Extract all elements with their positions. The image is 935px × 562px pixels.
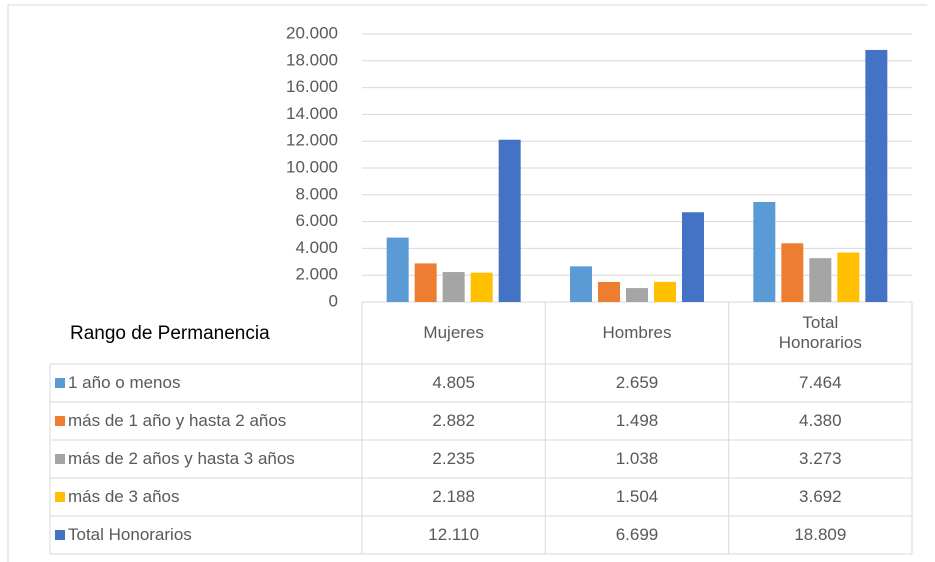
data-label: 2.188 [432,487,475,506]
legend-label: 1 año o menos [68,373,181,392]
data-label: 12.110 [428,525,480,544]
y-tick-label: 8.000 [295,184,338,203]
bar [470,272,493,302]
bar [570,266,592,302]
bar [809,258,832,302]
bar [414,263,437,302]
bar [837,252,860,302]
data-label: 3.273 [799,449,842,468]
bar [865,49,888,303]
data-label: 7.464 [799,373,842,392]
y-tick-label: 14.000 [286,104,338,123]
bar [386,237,409,302]
y-tick-label: 18.000 [286,50,338,69]
legend-key [55,378,65,388]
data-label: 1.504 [615,487,659,506]
y-tick-label: 2.000 [295,265,338,284]
data-label: 4.380 [799,411,842,430]
legend-key [55,492,65,502]
bar [682,212,704,302]
data-label: 6.699 [615,525,659,544]
bar [753,201,776,302]
legend-key [55,530,65,540]
data-label: 2.659 [615,373,659,392]
table-header: Rango de Permanencia [70,322,270,344]
data-label: 1.038 [615,449,659,468]
data-label: 3.692 [799,487,842,506]
x-tick-label: Total Honorarios [778,313,862,352]
x-tick-label: Mujeres [423,323,484,342]
bar [598,281,620,302]
legend-label: más de 3 años [68,487,180,506]
legend-label: más de 2 años y hasta 3 años [68,449,295,468]
bar [498,139,521,302]
bar [781,243,804,302]
y-tick-label: 12.000 [286,131,338,150]
bar [626,288,648,302]
bar [442,272,465,302]
legend-label: Total Honorarios [68,525,192,544]
data-label: 2.235 [432,449,475,468]
y-tick-label: 10.000 [286,157,338,176]
bar [654,281,676,302]
y-tick-label: 6.000 [295,211,338,230]
data-label: 2.882 [432,411,475,430]
x-tick-label: Hombres [602,323,672,342]
y-tick-label: 4.000 [295,238,338,257]
y-tick-label: 16.000 [286,77,338,96]
y-tick-label: 0 [329,291,338,310]
data-label: 18.809 [794,525,847,544]
data-label: 1.498 [615,411,659,430]
legend-key [55,454,65,464]
data-label: 4.805 [432,373,475,392]
y-tick-label: 20.000 [286,23,338,42]
legend-label: más de 1 año y hasta 2 años [68,411,287,430]
legend-key [55,416,65,426]
